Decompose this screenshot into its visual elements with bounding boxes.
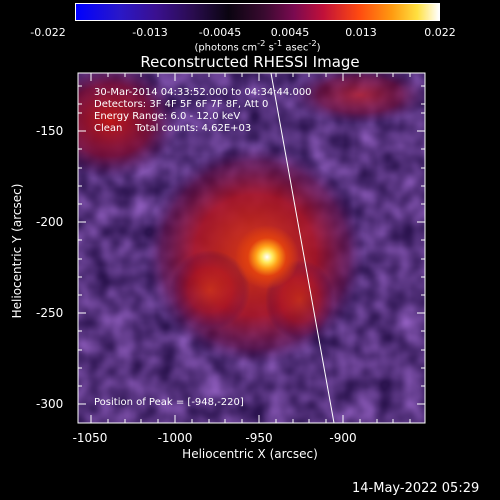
colorbar	[75, 3, 440, 21]
image-title: Reconstructed RHESSI Image	[140, 53, 360, 71]
solar-limb-line	[270, 73, 335, 423]
energy-range-text: Energy Range: 6.0 - 12.0 keV	[94, 111, 241, 122]
colorbar-tick-label: -0.022	[30, 26, 66, 39]
time-range-text: 30-Mar-2014 04:33:52.000 to 04:34:44.000	[94, 87, 312, 98]
y-tick-label: -250	[36, 306, 64, 320]
detectors-text: Detectors: 3F 4F 5F 6F 7F 8F, Att 0	[94, 99, 269, 110]
x-tick-label: -900	[329, 431, 357, 445]
y-tick-label: -300	[36, 397, 64, 411]
x-tick-label: -1000	[157, 431, 193, 445]
x-axis-ticks	[90, 73, 411, 423]
colorbar-unit-label: (photons cm-2 s-1 asec-2)	[194, 38, 321, 54]
colorbar-tick-label: 0.0045	[270, 26, 310, 39]
peak-position-text: Position of Peak = [-948,-220]	[94, 397, 244, 408]
colorbar-tick-label: -0.013	[132, 26, 168, 39]
y-tick-label: -150	[36, 124, 64, 138]
x-tick-label: -950	[245, 431, 273, 445]
image-heatmap	[78, 73, 425, 423]
colorbar-tick-label: 0.022	[424, 26, 456, 39]
y-axis-ticks	[78, 85, 425, 405]
y-tick-label: -200	[36, 215, 64, 229]
x-tick-label: -1050	[72, 431, 108, 445]
plot-frame	[77, 72, 426, 424]
method-counts-text: Clean Total counts: 4.62E+03	[94, 123, 252, 134]
colorbar-tick-label: -0.0045	[198, 26, 242, 39]
x-axis-label: Heliocentric X (arcsec)	[182, 447, 318, 461]
colorbar-tick-label: 0.013	[345, 26, 377, 39]
y-axis-label: Heliocentric Y (arcsec)	[10, 183, 24, 319]
footer-date: 14-May-2022 05:29	[352, 481, 480, 496]
